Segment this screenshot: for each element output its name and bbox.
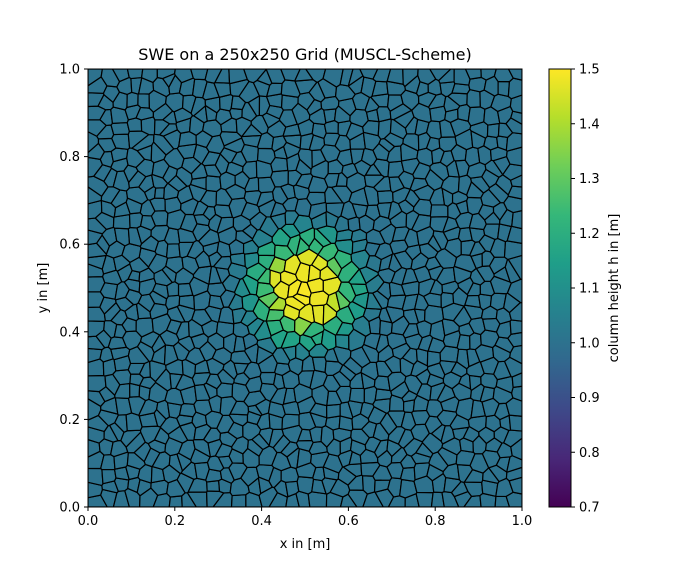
mesh-cell: [361, 475, 376, 495]
colorbar-tick-label: 0.7: [579, 501, 600, 516]
mesh-cell: [205, 175, 222, 193]
y-tick-label: 0.4: [59, 325, 80, 340]
x-axis: 0.0 0.2 0.4 0.6 0.8 1.0: [78, 507, 533, 529]
mesh-cell: [486, 122, 500, 139]
mesh-cell: [502, 163, 522, 181]
mesh-cell: [464, 294, 482, 309]
mesh-cell: [429, 204, 449, 218]
mesh-cell: [497, 80, 511, 98]
y-tick-label: 1.0: [59, 63, 80, 78]
colorbar-tick-label: 1.5: [579, 63, 600, 78]
mesh-cell: [376, 189, 394, 204]
colorbar-tick-label: 0.9: [579, 391, 600, 406]
colorbar-tick-label: 1.1: [579, 282, 600, 297]
mesh-cell: [511, 209, 522, 230]
mesh-cell: [88, 467, 104, 487]
mesh-cell: [307, 491, 328, 507]
mesh-cell: [306, 191, 327, 206]
colorbar-tick-label: 0.8: [579, 446, 600, 461]
mesh-cell: [110, 121, 130, 136]
colorbar-tick-label: 1.2: [579, 227, 600, 242]
mesh-cell: [126, 91, 139, 108]
x-tick-label: 0.4: [251, 514, 272, 529]
x-tick-label: 0.6: [338, 514, 359, 529]
y-axis: 0.0 0.2 0.4 0.6 0.8 1.0: [59, 63, 88, 516]
mesh-cell: [126, 69, 144, 80]
mesh-cell: [503, 240, 522, 260]
mesh-cell: [168, 495, 183, 507]
mesh-cell: [296, 476, 315, 495]
y-tick-label: 0.8: [59, 150, 80, 165]
mesh-cell: [509, 319, 522, 335]
mesh-cell: [508, 414, 522, 432]
x-tick-label: 0.2: [164, 514, 185, 529]
mesh-cell: [334, 334, 350, 350]
mesh-cell: [509, 94, 522, 114]
mesh-cell: [137, 93, 151, 109]
mesh-cell: [424, 304, 445, 325]
mesh-cell: [348, 387, 365, 404]
mesh-cell: [415, 491, 434, 507]
colorbar-tick-label: 1.4: [579, 117, 600, 132]
x-axis-label: x in [m]: [280, 537, 331, 552]
colorbar-tick-label: 1.0: [579, 336, 600, 351]
plot-frame: [87, 68, 523, 508]
mesh-cell: [311, 304, 325, 326]
mesh-cell: [326, 403, 341, 419]
colorbar-axis: 0.7 0.8 0.9 1.0 1.1 1.2 1.3 1.4 1.5: [571, 63, 600, 516]
mesh-cell: [256, 147, 276, 165]
mesh-cell: [88, 374, 107, 393]
mesh-cell: [399, 466, 416, 482]
mesh-cell: [165, 243, 181, 259]
y-tick-label: 0.0: [59, 501, 80, 516]
mesh-cell: [229, 107, 243, 121]
y-tick-label: 0.6: [59, 238, 80, 253]
mesh-cell: [153, 187, 166, 199]
mesh-cell: [386, 69, 404, 85]
mesh-cell: [311, 356, 327, 373]
x-tick-label: 0.0: [78, 514, 99, 529]
colorbar-label: column height h in [m]: [607, 214, 622, 363]
mesh-cells: [88, 69, 522, 507]
mesh-cell: [506, 146, 522, 167]
mesh-cell: [230, 494, 247, 507]
colorbar-tick-label: 1.3: [579, 172, 600, 187]
x-tick-label: 0.8: [425, 514, 446, 529]
x-tick-label: 1.0: [512, 514, 533, 529]
y-axis-label: y in [m]: [36, 263, 51, 314]
y-tick-label: 0.2: [59, 413, 80, 428]
mesh-cell: [468, 76, 487, 93]
mesh-cell: [505, 466, 522, 482]
mesh-cell: [452, 305, 472, 328]
chart-title: SWE on a 250x250 Grid (MUSCL-Scheme): [138, 45, 471, 64]
mesh-cell: [265, 308, 285, 322]
colorbar: [548, 68, 572, 508]
mesh-cell: [507, 69, 522, 81]
mesh-cell: [101, 468, 117, 485]
mesh-cell: [466, 88, 481, 109]
